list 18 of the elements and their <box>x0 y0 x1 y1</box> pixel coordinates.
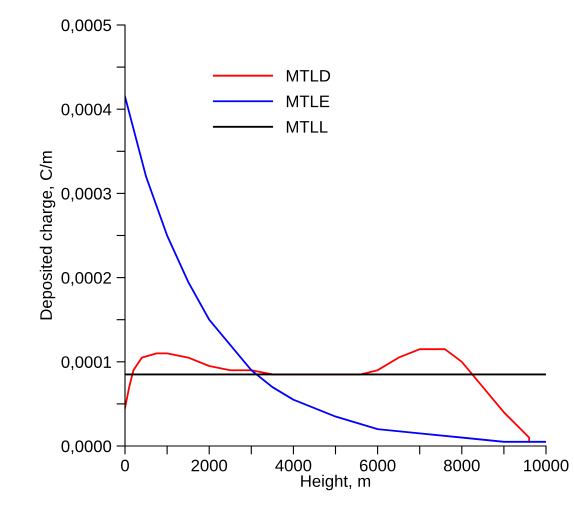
x-axis-title: Height, m <box>301 474 370 490</box>
x-tick-label: 10000 <box>524 460 569 472</box>
y-tick-label: 0,0004 <box>61 104 112 118</box>
y-tick-label: 0,0000 <box>61 440 112 454</box>
legend-label: MTLD <box>286 70 330 82</box>
y-tick-label: 0,0005 <box>61 19 112 34</box>
y-tick-label: 0,0002 <box>61 272 111 286</box>
x-tick-label: 0 <box>121 460 129 472</box>
x-tick-label: 6000 <box>360 460 396 472</box>
x-tick-label: 4000 <box>275 460 312 472</box>
y-axis-title: Deposited charge, C/m <box>40 151 56 320</box>
x-tick-label: 2000 <box>192 460 228 472</box>
y-tick-label: 0,0001 <box>61 356 111 370</box>
x-tick-label: 8000 <box>444 460 480 472</box>
line-series <box>125 96 546 443</box>
y-tick-label: 0,0003 <box>61 188 112 202</box>
legend-label: MTLL <box>286 121 328 133</box>
legend-label: MTLE <box>286 96 330 108</box>
